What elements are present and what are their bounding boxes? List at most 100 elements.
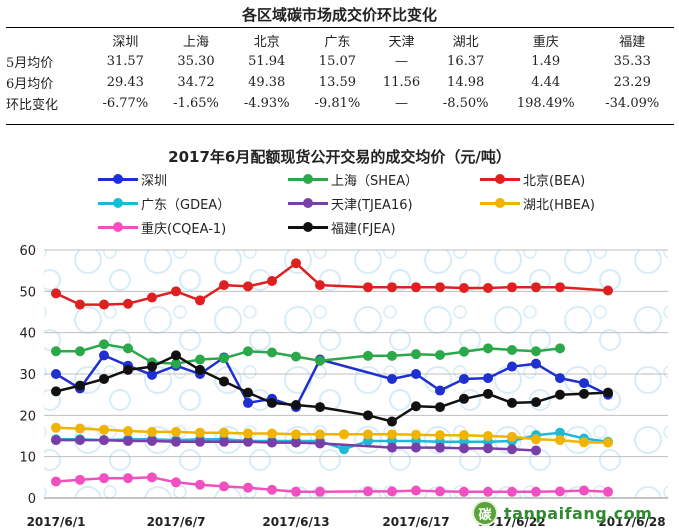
legend-label: 深圳 (141, 173, 168, 189)
y-tick-label: 50 (19, 285, 36, 300)
data-point (315, 280, 325, 291)
data-point (507, 486, 517, 497)
data-point (123, 435, 133, 446)
data-point (507, 361, 517, 372)
x-axis-ticks: 2017/6/1 2017/6/7 2017/6/13 2017/6/17 2017/6… (27, 515, 666, 529)
data-point (363, 350, 373, 361)
data-point (315, 429, 325, 440)
col-header: 上海 (183, 35, 210, 50)
legend-label: 北京(BEA) (523, 173, 586, 189)
data-point (195, 364, 205, 375)
data-point (219, 376, 229, 387)
table-top-rule (6, 27, 674, 28)
table-cell: 15.07 (318, 54, 357, 69)
legend-label: 上海（SHEA） (331, 173, 419, 189)
data-point (99, 339, 109, 350)
data-point (315, 486, 325, 497)
x-tick-label: 2017/6/17 (382, 515, 449, 529)
data-point (459, 486, 469, 497)
data-point (147, 435, 157, 446)
data-point (99, 435, 109, 446)
data-point (483, 373, 493, 384)
data-point (195, 354, 205, 365)
data-point (243, 436, 253, 447)
data-point (483, 388, 493, 399)
table-cell: 35.33 (613, 54, 651, 69)
data-point (411, 442, 421, 453)
data-point (555, 373, 565, 384)
legend-marker (303, 174, 313, 184)
data-point (291, 351, 301, 362)
data-point (555, 486, 565, 497)
col-header: 湖北 (452, 35, 479, 50)
data-point (291, 437, 301, 448)
data-point (459, 430, 469, 441)
data-point (603, 486, 613, 497)
row-label: 5月均价 (6, 56, 54, 71)
data-point (435, 430, 445, 441)
data-point (483, 443, 493, 454)
data-point (99, 373, 109, 384)
data-point (339, 444, 349, 455)
table-cell: 35.30 (177, 54, 215, 69)
data-point (507, 345, 517, 356)
table-cell: 29.43 (106, 75, 144, 90)
legend-item-tianjin: 天津(TJEA16) (288, 194, 413, 213)
data-point (195, 295, 205, 306)
data-point (435, 282, 445, 293)
y-tick-label: 20 (19, 409, 36, 424)
data-point (267, 397, 277, 408)
data-point (363, 429, 373, 440)
data-point (219, 353, 229, 364)
data-point (459, 443, 469, 454)
data-point (291, 258, 301, 269)
x-tick-label: 2017/6/13 (262, 515, 329, 529)
data-point (507, 282, 517, 293)
legend-marker (113, 198, 123, 208)
data-point (75, 423, 85, 434)
data-point (435, 486, 445, 497)
data-point (459, 283, 469, 294)
legend-item-guangdong: 广东（GDEA） (98, 194, 231, 213)
summary-header-row: 深圳 上海 北京 广东 天津 湖北 重庆 福建 (6, 30, 674, 51)
data-point (387, 416, 397, 427)
data-point (219, 481, 229, 492)
data-point (171, 286, 181, 297)
data-point (75, 299, 85, 310)
data-point (147, 369, 157, 380)
table-cell: 4.44 (531, 75, 561, 90)
legend-item-fujian: 福建(FJEA) (288, 218, 396, 237)
data-point (603, 437, 613, 448)
data-point (99, 424, 109, 435)
data-point (123, 473, 133, 484)
watermark: 碳 tanpaifang.com (472, 500, 672, 526)
table-cell: 1.49 (531, 54, 561, 69)
data-point (51, 476, 61, 487)
data-point (483, 431, 493, 441)
data-point (219, 436, 229, 447)
data-point (315, 438, 325, 449)
data-point (267, 276, 277, 286)
data-point (531, 434, 541, 445)
data-point (387, 486, 397, 497)
data-point (99, 473, 109, 484)
data-point (531, 282, 541, 293)
table-cell: 31.57 (106, 54, 144, 69)
legend-label: 重庆(CQEA-1) (141, 221, 227, 237)
data-point (483, 486, 493, 497)
data-point (243, 387, 253, 398)
data-point (315, 402, 325, 413)
data-point (435, 442, 445, 453)
data-point (531, 397, 541, 408)
data-point (243, 346, 253, 357)
col-header: 广东 (324, 35, 351, 50)
legend-label: 广东（GDEA） (141, 197, 231, 213)
data-point (267, 437, 277, 448)
data-point (435, 349, 445, 360)
data-point (411, 429, 421, 440)
data-point (315, 355, 325, 366)
data-point (387, 373, 397, 384)
data-point (171, 477, 181, 488)
data-point (51, 346, 61, 357)
data-point (123, 343, 133, 354)
